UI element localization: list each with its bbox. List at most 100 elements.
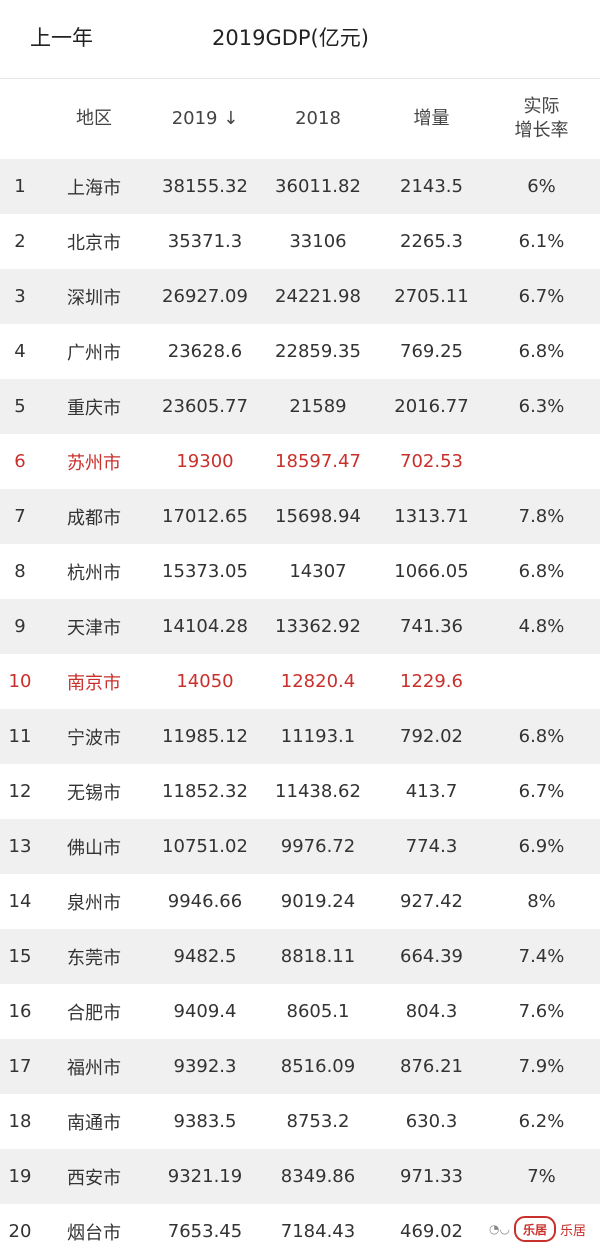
rank-cell: 5 <box>14 396 26 417</box>
rank-cell: 11 <box>8 726 32 747</box>
city-cell: 南京市 <box>67 672 121 694</box>
gdp-2018-cell: 12820.4 <box>280 671 356 692</box>
growth-cell: 6.8% <box>518 726 565 747</box>
growth-cell: 7.8% <box>518 506 565 527</box>
rank-cell: 19 <box>8 1166 32 1187</box>
increase-cell: 630.3 <box>405 1111 458 1132</box>
growth-cell: 7% <box>527 1166 556 1187</box>
increase-cell: 927.42 <box>400 891 463 912</box>
gdp-2018-cell: 14307 <box>289 561 347 582</box>
gdp-2018-cell: 15698.94 <box>275 506 361 527</box>
table-row[interactable]: 17 福州市 9392.3 8516.09 876.21 7.9% <box>0 1039 600 1094</box>
increase-cell: 2016.77 <box>394 396 469 417</box>
gdp-2019-cell: 10751.02 <box>162 836 248 857</box>
header-2019-sort[interactable]: 2019 ↓ <box>171 108 239 129</box>
gdp-2018-cell: 11438.62 <box>275 781 361 802</box>
table-row[interactable]: 14 泉州市 9946.66 9019.24 927.42 8% <box>0 874 600 929</box>
gdp-2018-cell: 11193.1 <box>280 726 356 747</box>
table-row[interactable]: 13 佛山市 10751.02 9976.72 774.3 6.9% <box>0 819 600 874</box>
growth-cell: 7.4% <box>518 946 565 967</box>
gdp-2019-cell: 9321.19 <box>167 1166 243 1187</box>
gdp-2019-cell: 23628.6 <box>167 341 243 362</box>
city-cell: 成都市 <box>67 507 121 529</box>
gdp-2019-cell: 17012.65 <box>162 506 248 527</box>
increase-cell: 664.39 <box>400 946 463 967</box>
gdp-2018-cell: 8753.2 <box>286 1111 350 1132</box>
gdp-2018-cell: 33106 <box>289 231 347 252</box>
table-row[interactable]: 15 东莞市 9482.5 8818.11 664.39 7.4% <box>0 929 600 984</box>
rank-cell: 1 <box>14 176 26 197</box>
growth-cell: 6.1% <box>518 231 565 252</box>
gdp-2018-cell: 8818.11 <box>280 946 356 967</box>
gdp-2018-cell: 24221.98 <box>275 286 361 307</box>
gdp-2018-cell: 13362.92 <box>275 616 361 637</box>
table-row[interactable]: 4 广州市 23628.6 22859.35 769.25 6.8% <box>0 324 600 379</box>
growth-cell: 7.6% <box>518 1001 565 1022</box>
previous-year-link[interactable]: 上一年 <box>30 26 93 50</box>
table-row[interactable]: 11 宁波市 11985.12 11193.1 792.02 6.8% <box>0 709 600 764</box>
table-row[interactable]: 5 重庆市 23605.77 21589 2016.77 6.3% <box>0 379 600 434</box>
table-row[interactable]: 16 合肥市 9409.4 8605.1 804.3 7.6% <box>0 984 600 1039</box>
header-region[interactable]: 地区 <box>76 108 112 129</box>
gdp-2019-cell: 9946.66 <box>167 891 243 912</box>
gdp-2018-cell: 7184.43 <box>280 1221 356 1242</box>
rank-cell: 6 <box>14 451 26 472</box>
header-increase[interactable]: 增量 <box>413 108 450 129</box>
growth-cell: 6.7% <box>518 781 565 802</box>
growth-cell: 4.8% <box>518 616 565 637</box>
gdp-2019-cell: 35371.3 <box>167 231 243 252</box>
increase-cell: 1229.6 <box>400 671 463 692</box>
table-row[interactable]: 12 无锡市 11852.32 11438.62 413.7 6.7% <box>0 764 600 819</box>
table-row[interactable]: 9 天津市 14104.28 13362.92 741.36 4.8% <box>0 599 600 654</box>
table-row[interactable]: 6 苏州市 19300 18597.47 702.53 <box>0 434 600 489</box>
city-cell: 泉州市 <box>67 892 121 914</box>
gdp-2018-cell: 8516.09 <box>280 1056 356 1077</box>
header-growth-line2: 增长率 <box>514 120 569 141</box>
city-cell: 北京市 <box>67 232 121 254</box>
rank-cell: 20 <box>8 1221 32 1242</box>
gdp-2019-cell: 38155.32 <box>162 176 248 197</box>
gdp-2018-cell: 18597.47 <box>275 451 361 472</box>
table-row[interactable]: 3 深圳市 26927.09 24221.98 2705.11 6.7% <box>0 269 600 324</box>
increase-cell: 804.3 <box>405 1001 458 1022</box>
leju-logo-icon: 乐居 <box>513 1216 556 1242</box>
table-row[interactable]: 10 南京市 14050 12820.4 1229.6 <box>0 654 600 709</box>
gdp-2019-cell: 14104.28 <box>162 616 248 637</box>
growth-cell <box>489 434 594 489</box>
gdp-2019-cell: 7653.45 <box>167 1221 243 1242</box>
gdp-2019-cell: 23605.77 <box>162 396 248 417</box>
increase-cell: 413.7 <box>405 781 458 802</box>
table-row[interactable]: 19 西安市 9321.19 8349.86 971.33 7% <box>0 1149 600 1204</box>
gdp-2019-cell: 9383.5 <box>173 1111 237 1132</box>
city-cell: 合肥市 <box>67 1002 121 1024</box>
table-row[interactable]: 7 成都市 17012.65 15698.94 1313.71 7.8% <box>0 489 600 544</box>
header-growth-line1: 实际 <box>523 96 560 117</box>
gdp-2019-cell: 19300 <box>176 451 234 472</box>
header-growth[interactable]: 实际 增长率 <box>489 79 594 159</box>
city-cell: 东莞市 <box>67 947 121 969</box>
gdp-2019-cell: 9409.4 <box>173 1001 237 1022</box>
increase-cell: 1066.05 <box>394 561 469 582</box>
increase-cell: 702.53 <box>400 451 463 472</box>
city-cell: 南通市 <box>67 1112 121 1134</box>
table-row[interactable]: 18 南通市 9383.5 8753.2 630.3 6.2% <box>0 1094 600 1149</box>
city-cell: 无锡市 <box>67 782 121 804</box>
growth-cell: 6.8% <box>518 341 565 362</box>
watermark: ◔◡ 乐居 乐居 <box>485 1214 590 1244</box>
growth-cell: 6.7% <box>518 286 565 307</box>
rank-cell: 15 <box>8 946 32 967</box>
rank-cell: 16 <box>8 1001 32 1022</box>
rank-cell: 18 <box>8 1111 32 1132</box>
header-2018[interactable]: 2018 <box>295 108 341 129</box>
table-row[interactable]: 2 北京市 35371.3 33106 2265.3 6.1% <box>0 214 600 269</box>
rank-cell: 2 <box>14 231 26 252</box>
city-cell: 苏州市 <box>67 452 121 474</box>
gdp-2019-cell: 14050 <box>176 671 234 692</box>
city-cell: 广州市 <box>67 342 121 364</box>
growth-cell: 7.9% <box>518 1056 565 1077</box>
city-cell: 佛山市 <box>67 837 121 859</box>
table-row[interactable]: 8 杭州市 15373.05 14307 1066.05 6.8% <box>0 544 600 599</box>
table-row[interactable]: 1 上海市 38155.32 36011.82 2143.5 6% <box>0 159 600 214</box>
gdp-2018-cell: 8605.1 <box>286 1001 350 1022</box>
rank-cell: 12 <box>8 781 32 802</box>
